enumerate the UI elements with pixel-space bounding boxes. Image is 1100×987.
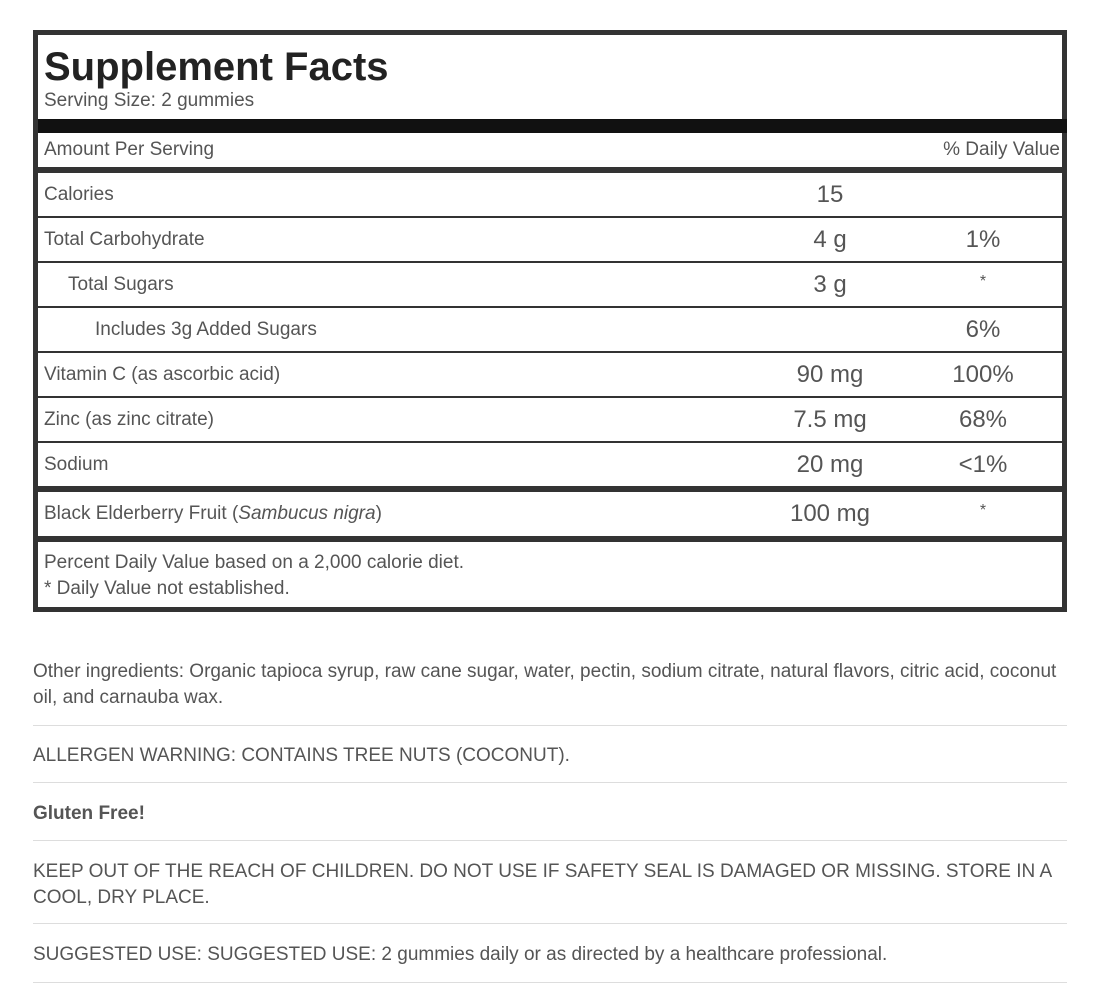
- nutrient-row: Zinc (as zinc citrate) 7.5 mg 68%: [38, 398, 1062, 443]
- nutrient-amount: 4 g: [813, 225, 847, 253]
- nutrient-row: Total Carbohydrate 4 g 1%: [38, 218, 1062, 263]
- other-name-prefix: Black Elderberry Fruit (: [44, 503, 239, 524]
- divider: [38, 486, 1062, 492]
- nutrient-name: Sodium: [44, 453, 109, 475]
- nutrient-name: Zinc (as zinc citrate): [44, 408, 214, 430]
- footnote: * Daily Value not established.: [44, 578, 290, 599]
- nutrient-dv: 6%: [965, 315, 1001, 343]
- nutrient-name: Vitamin C (as ascorbic acid): [44, 363, 281, 385]
- nutrient-amount: 7.5 mg: [793, 405, 867, 433]
- serving-size: Serving Size: 2 gummies: [44, 90, 255, 111]
- nutrient-amount: 15: [816, 180, 844, 208]
- info-paragraph: Gluten Free!: [33, 803, 145, 824]
- nutrient-amount: 90 mg: [796, 360, 864, 388]
- nutrient-dv: 100%: [952, 360, 1014, 388]
- separator: [33, 982, 1067, 983]
- footnotes: Percent Daily Value based on a 2,000 cal…: [38, 542, 1062, 607]
- other-name: Black Elderberry Fruit (Sambucus nigra): [44, 492, 382, 536]
- nutrient-dv: <1%: [958, 450, 1008, 478]
- divider: [38, 536, 1062, 542]
- separator: [33, 782, 1067, 783]
- nutrient-row: Sodium 20 mg <1%: [38, 443, 1062, 486]
- separator: [33, 923, 1067, 924]
- nutrient-row: Calories 15: [38, 173, 1062, 218]
- nutrient-dv: *: [979, 273, 987, 290]
- footnote: Percent Daily Value based on a 2,000 cal…: [44, 552, 465, 573]
- other-dv: *: [979, 502, 987, 519]
- info-paragraph: ALLERGEN WARNING: CONTAINS TREE NUTS (CO…: [33, 745, 570, 766]
- nutrient-dv: 1%: [965, 225, 1001, 253]
- nutrient-row: Total Sugars 3 g *: [38, 263, 1062, 308]
- supplement-facts-panel: Supplement Facts Serving Size: 2 gummies…: [33, 30, 1067, 612]
- separator: [33, 840, 1067, 841]
- other-name-suffix: ): [375, 503, 382, 524]
- other-row: Black Elderberry Fruit (Sambucus nigra) …: [38, 492, 1062, 536]
- info-paragraph: SUGGESTED USE: SUGGESTED USE: 2 gummies …: [33, 944, 888, 965]
- nutrient-name: Total Sugars: [68, 273, 174, 295]
- header-dv: % Daily Value: [943, 139, 1060, 160]
- nutrient-dv: 68%: [958, 405, 1008, 433]
- nutrient-row: Vitamin C (as ascorbic acid) 90 mg 100%: [38, 353, 1062, 398]
- divider: [38, 119, 1067, 133]
- nutrient-row: Includes 3g Added Sugars 6%: [38, 308, 1062, 353]
- separator: [33, 725, 1067, 726]
- other-amount: 100 mg: [789, 500, 871, 527]
- nutrient-name: Total Carbohydrate: [44, 228, 205, 250]
- info-paragraph: KEEP OUT OF THE REACH OF CHILDREN. DO NO…: [33, 861, 1052, 908]
- header-row: Amount Per Serving % Daily Value: [38, 133, 1062, 167]
- nutrient-name: Includes 3g Added Sugars: [95, 318, 317, 340]
- header-amount: Amount Per Serving: [44, 139, 215, 160]
- info-paragraph: Other ingredients: Organic tapioca syrup…: [33, 661, 1057, 708]
- facts-title: Supplement Facts: [44, 45, 389, 89]
- nutrient-amount: 3 g: [813, 270, 847, 298]
- divider: [38, 167, 1062, 173]
- other-name-latin: Sambucus nigra: [238, 503, 376, 524]
- nutrient-name: Calories: [44, 183, 114, 205]
- nutrient-amount: 20 mg: [796, 450, 864, 478]
